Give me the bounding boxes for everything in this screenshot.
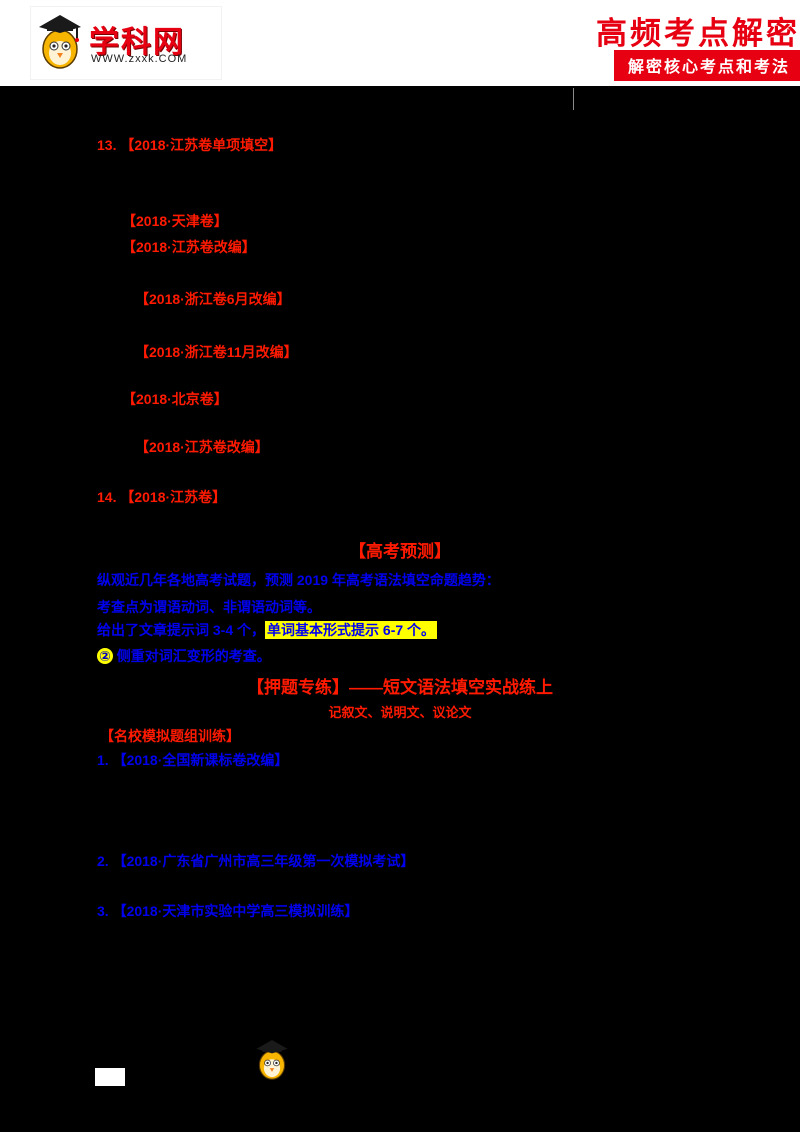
circled-number-badge: ② <box>97 648 113 664</box>
header-banner: 解密核心考点和考法 <box>613 50 800 81</box>
prediction-text-1: 纵观近几年各地高考试题，预测 2019 年高考语法填空命题趋势： <box>97 572 500 588</box>
header-divider-tick <box>573 88 574 110</box>
mock-item-3: 3. 【2018·天津市实验中学高三模拟训练】 <box>97 903 359 919</box>
exam-source-zhejiang-nov: 【2018·浙江卷11月改编】 <box>135 344 298 360</box>
prediction-text-4: ② 侧重对词汇变形的考查。 <box>97 646 271 666</box>
highlighted-hint: 单词基本形式提示 6-7 个。 <box>265 621 438 639</box>
exam-source-beijing: 【2018·北京卷】 <box>122 391 228 407</box>
brand-url: WWW.zxxk.COM <box>91 53 188 65</box>
prediction-text-2: 考查点为谓语动词、非谓语动词等。 <box>97 599 321 615</box>
exam-source-zhejiang-jun: 【2018·浙江卷6月改编】 <box>135 291 291 307</box>
prediction-text-3-prefix: 给出了文章提示词 3-4 个， <box>97 622 266 638</box>
site-logo: 学科网 WWW.zxxk.COM <box>30 6 222 80</box>
footer-mascot-icon <box>255 1038 289 1087</box>
footer-page-box <box>95 1068 125 1086</box>
mock-item-1: 1. 【2018·全国新课标卷改编】 <box>97 752 289 768</box>
prediction-text-3: 给出了文章提示词 3-4 个， 单词基本形式提示 6-7 个。 <box>97 620 438 640</box>
exam-item-14: 14. 【2018·江苏卷】 <box>97 489 227 505</box>
exam-item-13: 13. 【2018·江苏卷单项填空】 <box>97 137 283 153</box>
exam-source-jiangsu-2: 【2018·江苏卷改编】 <box>135 439 269 455</box>
section-title-practice: 【押题专练】——短文语法填空实战练上 <box>247 678 553 697</box>
page-header: 学科网 WWW.zxxk.COM 高频考点解密 解密核心考点和考法 <box>0 0 800 86</box>
mascot-icon <box>37 13 83 76</box>
prediction-text-4-body: 侧重对词汇变形的考查。 <box>116 648 271 664</box>
brand-title: 学科网 <box>89 26 185 59</box>
header-title: 高频考点解密 <box>596 16 800 51</box>
section-title-prediction: 【高考预测】 <box>349 542 451 561</box>
genre-list: 记叙文、说明文、议论文 <box>328 705 472 720</box>
subsection-title-mock: 【名校模拟题组训练】 <box>100 728 240 744</box>
exam-source-tianjin: 【2018·天津卷】 <box>122 213 228 229</box>
mock-item-2: 2. 【2018·广东省广州市高三年级第一次模拟考试】 <box>97 853 415 869</box>
exam-source-jiangsu: 【2018·江苏卷改编】 <box>122 239 256 255</box>
